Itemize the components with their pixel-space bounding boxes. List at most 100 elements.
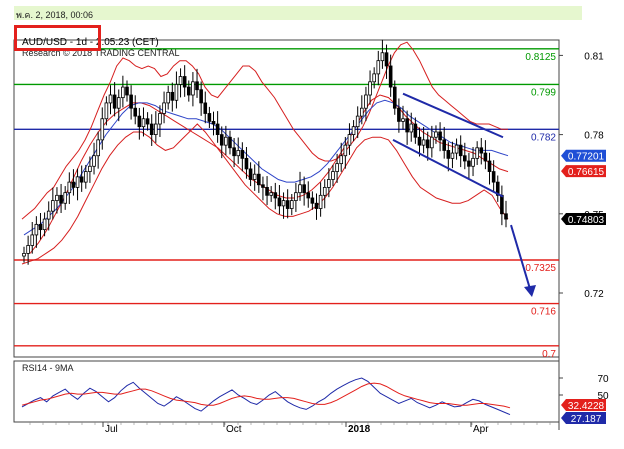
candle-body	[236, 150, 241, 157]
candle-body	[174, 84, 179, 101]
level-label-2: 0.782	[531, 132, 556, 143]
candle-body	[125, 86, 129, 96]
x-tick-label-2: 2018	[348, 424, 371, 435]
candle-body	[405, 118, 409, 133]
candle-body	[425, 139, 430, 149]
candle-body	[458, 144, 463, 157]
candle-body	[232, 147, 236, 157]
candle-body	[59, 194, 63, 204]
candle-body	[248, 168, 253, 180]
candle-body	[121, 86, 125, 99]
candle-body	[495, 181, 500, 196]
channel-upper-line	[402, 92, 504, 139]
candle-body	[116, 97, 121, 109]
candle-body	[347, 134, 352, 146]
candle-body	[265, 186, 269, 196]
rsi-lines	[21, 377, 511, 416]
candle-body	[442, 139, 447, 151]
candle-body	[483, 152, 488, 162]
level-label-0: 0.8125	[525, 52, 556, 63]
candle-body	[252, 173, 257, 180]
candle-body	[335, 163, 339, 172]
candle-body	[392, 86, 397, 109]
level-label-5: 0.7	[542, 349, 556, 360]
candle-body	[30, 234, 35, 246]
price-tag-bg-0	[561, 149, 606, 162]
candle-body	[96, 139, 100, 157]
y-tick-label-0: 0.81	[584, 51, 604, 62]
candle-body	[133, 107, 138, 117]
candle-body	[92, 155, 96, 167]
candle-body	[413, 123, 418, 138]
forecast-arrow	[510, 224, 536, 297]
candle-body	[450, 152, 455, 159]
time-axis: Jul Oct 2018 Apr	[29, 422, 551, 435]
channel-lower-line	[392, 138, 504, 198]
candle-body	[318, 194, 323, 209]
y-tick-label-1: 0.78	[584, 131, 604, 142]
candle-body	[285, 200, 290, 209]
candle-body	[409, 123, 414, 133]
candle-body	[67, 181, 72, 194]
moving-average-red-line	[29, 94, 509, 254]
candle-body	[166, 91, 170, 104]
price-tag-2: 0.74803	[561, 213, 606, 226]
candle-body	[100, 118, 105, 141]
lower-band-line	[21, 123, 509, 265]
price-tag-bg-1	[561, 165, 606, 178]
price-tag-label-2: 0.74803	[568, 215, 605, 226]
rsi-value-tag-label-0: 32.4228	[568, 401, 605, 412]
rsi-series-line-0	[21, 377, 511, 416]
symbol-highlight-box	[14, 25, 101, 51]
candle-body	[195, 81, 199, 91]
y-tick-label-3: 0.72	[584, 289, 604, 300]
candle-body	[491, 171, 496, 183]
rsi-value-tag-bg-1	[561, 412, 606, 424]
level-label-4: 0.716	[531, 307, 556, 318]
candle-body	[372, 73, 376, 83]
candle-body	[145, 118, 150, 125]
candle-body	[199, 89, 203, 104]
support-resistance-levels: 0.8125 0.799 0.782 0.7325 0.716 0.7	[14, 48, 559, 360]
price-tag-bg-2	[561, 213, 606, 226]
candle-body	[343, 144, 348, 157]
candle-body	[454, 144, 459, 154]
candle-body	[351, 126, 356, 136]
candle-body	[339, 155, 344, 165]
candle-body	[108, 94, 113, 104]
candle-body	[228, 136, 232, 149]
candle-body	[186, 86, 191, 96]
candle-body	[479, 147, 484, 154]
candle-body	[158, 113, 162, 125]
candle-body	[141, 118, 146, 128]
candle-body	[376, 60, 381, 75]
credit-text: Research © 2018 TRADING CENTRAL	[22, 48, 180, 58]
candle-body	[104, 102, 109, 120]
rsi-tick-label-1: 50	[597, 391, 609, 402]
x-tick-label-1: Oct	[226, 424, 242, 435]
rsi-value-tag-bg-0	[561, 399, 606, 411]
candle-body	[83, 171, 88, 183]
candle-body	[257, 173, 261, 186]
rsi-value-tag-1: 27.187	[561, 412, 606, 425]
candle-body	[327, 179, 331, 188]
forecast-arrow-shaft	[510, 224, 531, 290]
candle-body	[302, 184, 306, 194]
candle-body	[421, 139, 426, 146]
candle-body	[149, 123, 154, 136]
rsi-value-tag-0: 32.4228	[561, 399, 606, 412]
level-label-1: 0.799	[531, 87, 556, 98]
price-tag-label-1: 0.76615	[568, 167, 605, 178]
candle-body	[26, 245, 30, 254]
candle-body	[240, 150, 245, 159]
candle-body	[388, 65, 393, 88]
rsi-title: RSI14 - 9MA	[22, 363, 74, 373]
price-tag-label-0: 0.77201	[568, 152, 605, 163]
candle-body	[417, 136, 422, 146]
candle-body	[273, 192, 278, 199]
candle-body	[182, 76, 187, 88]
candle-body	[380, 52, 385, 62]
candle-body	[129, 94, 133, 109]
candle-body	[430, 136, 434, 149]
candle-body	[79, 176, 84, 183]
